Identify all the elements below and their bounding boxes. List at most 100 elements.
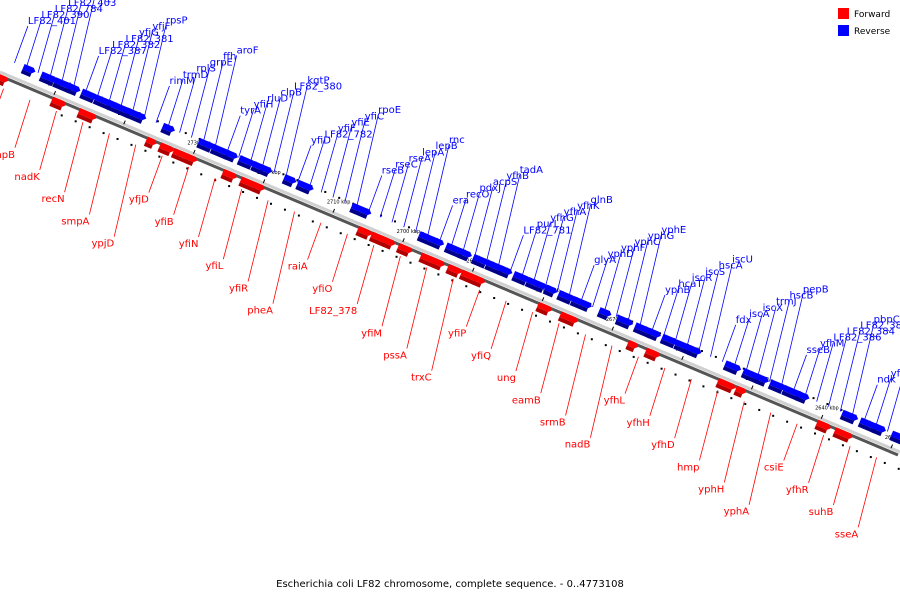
gene-label: LF82_382 <box>112 40 160 51</box>
forward-gene <box>814 419 831 434</box>
gene-label: nadK <box>14 172 40 183</box>
reverse-gene-side <box>484 265 503 276</box>
leader-line <box>804 348 821 397</box>
reverse-gene <box>196 138 215 153</box>
reverse-gene-face <box>724 360 742 372</box>
reverse-gene <box>281 174 297 188</box>
gene-label: pdxJ <box>479 183 501 194</box>
leader-line <box>379 169 396 218</box>
leader-line <box>757 306 777 377</box>
gene-label: yfhR <box>786 485 809 496</box>
reverse-gene-side <box>38 77 54 87</box>
tick-mark <box>193 149 196 154</box>
forward-gene <box>251 182 265 195</box>
leader-line <box>0 88 4 100</box>
reverse-gene-face <box>661 333 679 345</box>
gene-features <box>0 63 900 446</box>
leader-line <box>515 311 534 372</box>
reverse-gene-side <box>767 384 783 394</box>
gene-label: clpB <box>281 87 303 98</box>
reverse-gene-face <box>796 390 810 401</box>
reverse-gene-face <box>40 71 58 83</box>
leader-line <box>25 19 42 69</box>
gene-label: yfiF <box>338 123 356 134</box>
gene-label: yfiE <box>351 117 370 128</box>
reverse-gene-face <box>647 328 661 338</box>
reverse-gene-side <box>92 99 111 111</box>
gene-label: ffh <box>223 52 236 63</box>
leader-line <box>649 367 666 416</box>
tick-mark <box>890 444 894 449</box>
gene-label: yfhG <box>550 213 574 224</box>
minor-dot <box>840 408 843 411</box>
minor-dot <box>214 179 217 182</box>
leader-line <box>167 79 184 128</box>
gene-label: acpS <box>493 177 517 188</box>
gene-label: yfiL <box>206 261 224 272</box>
leader-line <box>627 240 649 323</box>
reverse-gene-side <box>349 208 368 219</box>
gene-label: ypjD <box>91 239 114 250</box>
axis-line <box>0 70 900 454</box>
reverse-gene-side <box>79 94 94 104</box>
minor-dot <box>353 238 356 241</box>
reverse-gene-face <box>512 271 530 283</box>
leader-line <box>96 49 113 98</box>
gene-label: fdx <box>736 315 752 326</box>
leader-line <box>84 55 100 93</box>
reverse-gene-face <box>557 290 575 302</box>
minor-dot <box>700 350 703 352</box>
reverse-gene-side <box>20 69 32 78</box>
forward-gene <box>220 168 237 183</box>
minor-dot <box>674 373 677 376</box>
gene-label: yfhD <box>651 440 675 451</box>
gene-labels: LF82_401LF82_390LF82_784LF82_403LF82_388… <box>0 0 900 540</box>
leader-line <box>592 258 608 308</box>
minor-dot <box>200 173 203 176</box>
leader-line <box>238 109 255 158</box>
leader-line <box>367 175 383 213</box>
leader-line <box>462 193 480 253</box>
leader-line <box>662 288 679 337</box>
reverse-gene-face <box>841 409 859 421</box>
gene-label: yfiR <box>229 283 248 294</box>
leader-line <box>745 312 763 372</box>
gene-label: iscS <box>705 267 725 278</box>
gene-label: rseA <box>409 153 431 164</box>
leader-line <box>356 115 379 208</box>
reverse-gene <box>79 88 98 104</box>
leader-line <box>332 233 348 282</box>
minor-dot <box>60 114 63 117</box>
forward-gene <box>355 225 372 240</box>
minor-dot <box>297 214 300 217</box>
gene-label: LF82_403 <box>68 0 116 9</box>
gene-label: yfhB <box>506 171 529 182</box>
tick-mark <box>751 385 754 390</box>
gene-label: pbpC <box>874 314 900 325</box>
leader-line <box>356 244 375 305</box>
leader-line <box>544 216 565 288</box>
leader-line <box>272 211 295 304</box>
gene-label: lepA <box>422 147 444 158</box>
reverse-gene-side <box>511 276 526 286</box>
minor-dot <box>130 143 133 146</box>
reverse-gene-side <box>223 154 234 163</box>
reverse-gene <box>416 231 432 245</box>
gene-label: iscA <box>749 309 769 320</box>
gene-label: yphE <box>661 225 686 236</box>
reverse-gene-side <box>659 339 675 349</box>
gene-label: LF82_390 <box>41 10 89 21</box>
reverse-gene-side <box>281 179 293 188</box>
forward-gene-face <box>158 142 174 153</box>
reverse-gene-face <box>616 314 634 326</box>
reverse-gene-side <box>295 185 310 195</box>
reverse-gene <box>614 314 634 330</box>
forward-gene <box>395 242 413 257</box>
reverse-gene-side <box>416 236 428 245</box>
leader-line <box>202 61 224 143</box>
forward-gene-face <box>370 231 390 244</box>
reverse-gene <box>686 345 702 359</box>
forward-gene-face <box>644 347 660 358</box>
forward-gene <box>143 136 157 149</box>
